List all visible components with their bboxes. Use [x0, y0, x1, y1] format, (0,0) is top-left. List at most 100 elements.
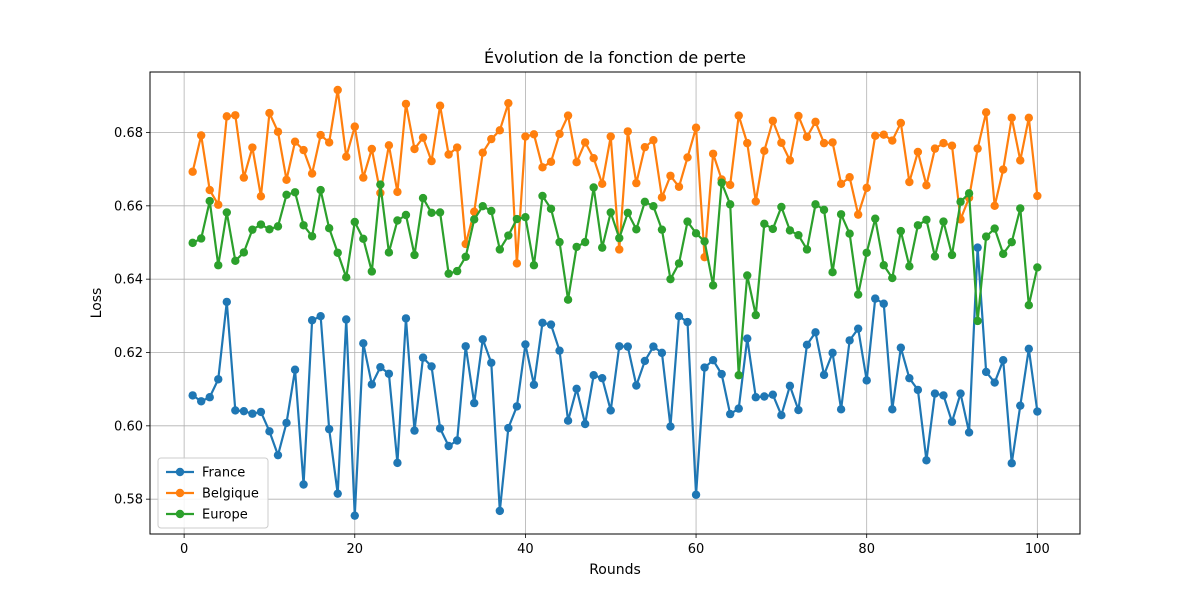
- data-point-europe: [529, 261, 539, 270]
- data-point-europe: [981, 232, 991, 241]
- data-point-france: [418, 353, 428, 362]
- data-point-europe: [487, 206, 496, 216]
- data-point-france: [760, 392, 769, 401]
- data-point-france: [922, 456, 931, 465]
- data-point-belgique: [819, 138, 829, 148]
- data-point-europe: [367, 267, 377, 276]
- data-point-belgique: [922, 181, 931, 190]
- data-point-france: [956, 389, 965, 398]
- legend-item-europe: Europe: [166, 508, 248, 523]
- data-point-belgique: [853, 210, 863, 219]
- data-point-belgique: [359, 173, 368, 182]
- data-point-europe: [384, 248, 394, 257]
- data-point-france: [973, 243, 982, 252]
- data-point-france: [598, 373, 607, 383]
- data-point-belgique: [615, 245, 624, 254]
- data-point-france: [836, 405, 846, 414]
- data-point-belgique: [598, 179, 607, 189]
- data-point-france: [376, 362, 385, 372]
- data-point-france: [649, 342, 658, 351]
- legend-box: [157, 457, 269, 529]
- data-point-belgique: [777, 138, 786, 147]
- data-point-europe: [376, 180, 385, 189]
- x-tick-label: 20: [346, 542, 363, 557]
- data-point-belgique: [299, 145, 308, 155]
- data-point-france: [845, 336, 854, 345]
- data-point-europe: [674, 259, 684, 268]
- data-point-europe: [470, 215, 479, 224]
- data-point-france: [461, 342, 470, 351]
- data-point-belgique: [674, 182, 684, 191]
- data-point-belgique: [768, 116, 778, 125]
- data-point-europe: [273, 222, 283, 231]
- data-point-europe: [606, 208, 615, 217]
- data-point-france: [188, 391, 197, 400]
- data-point-france: [930, 389, 940, 398]
- data-point-belgique: [333, 85, 342, 95]
- data-point-europe: [743, 271, 752, 280]
- data-point-france: [256, 407, 266, 417]
- data-point-france: [888, 405, 897, 414]
- data-point-france: [299, 480, 308, 489]
- data-point-france: [401, 314, 411, 323]
- data-point-france: [350, 511, 359, 520]
- data-point-belgique: [427, 156, 436, 166]
- data-point-belgique: [470, 207, 479, 216]
- data-point-france: [589, 371, 598, 380]
- data-point-france: [828, 348, 837, 358]
- data-point-france: [529, 380, 539, 389]
- data-point-belgique: [384, 141, 394, 150]
- y-tick-label: 0.58: [114, 493, 143, 508]
- data-point-belgique: [316, 130, 325, 140]
- data-point-europe: [666, 274, 675, 284]
- data-point-europe: [495, 245, 505, 254]
- data-point-france: [580, 419, 590, 429]
- data-point-belgique: [871, 131, 880, 140]
- data-point-france: [1016, 401, 1025, 410]
- data-point-europe: [708, 281, 718, 290]
- data-point-belgique: [342, 152, 351, 161]
- data-point-france: [1033, 407, 1042, 416]
- data-point-europe: [657, 225, 667, 234]
- data-point-belgique: [538, 163, 547, 172]
- data-point-europe: [359, 234, 368, 244]
- data-point-belgique: [435, 101, 445, 110]
- data-point-belgique: [760, 146, 769, 156]
- data-point-france: [196, 397, 206, 406]
- data-point-france: [222, 297, 231, 307]
- data-point-belgique: [1033, 191, 1042, 201]
- data-point-france: [853, 324, 863, 333]
- data-point-france: [862, 376, 871, 385]
- data-point-france: [615, 342, 624, 351]
- data-point-belgique: [222, 112, 231, 121]
- data-point-europe: [828, 268, 837, 277]
- data-point-belgique: [418, 133, 428, 142]
- data-point-belgique: [401, 99, 411, 109]
- data-point-europe: [188, 238, 197, 248]
- data-point-europe: [282, 190, 291, 200]
- data-point-france: [324, 424, 334, 434]
- data-point-france: [708, 356, 718, 365]
- data-point-europe: [922, 215, 931, 224]
- data-point-france: [811, 328, 820, 337]
- data-point-france: [512, 402, 522, 411]
- plot-frame: [149, 71, 1081, 535]
- data-point-europe: [947, 250, 957, 260]
- data-point-europe: [231, 256, 240, 266]
- legend-label-france: France: [202, 466, 245, 481]
- legend-item-belgique: Belgique: [166, 487, 259, 502]
- data-point-belgique: [188, 167, 197, 176]
- data-point-belgique: [649, 136, 658, 145]
- data-point-belgique: [666, 171, 675, 180]
- data-point-europe: [811, 200, 820, 209]
- data-point-europe: [964, 189, 974, 198]
- data-point-france: [265, 427, 274, 436]
- data-point-france: [495, 506, 505, 516]
- chart-title: Évolution de la fonction de perte: [484, 48, 746, 67]
- data-point-france: [333, 489, 342, 498]
- data-point-belgique: [350, 122, 359, 131]
- data-point-france: [657, 348, 667, 358]
- data-point-europe: [853, 290, 863, 299]
- data-point-europe: [572, 242, 581, 252]
- data-point-belgique: [606, 132, 615, 141]
